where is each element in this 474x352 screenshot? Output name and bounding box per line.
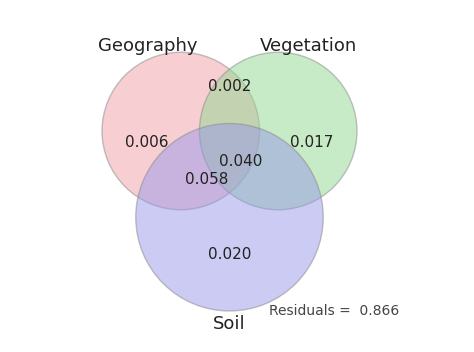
Circle shape xyxy=(200,52,357,210)
Text: 0.058: 0.058 xyxy=(185,172,228,187)
Text: Residuals =  0.866: Residuals = 0.866 xyxy=(269,304,400,318)
Circle shape xyxy=(136,124,323,311)
Text: Geography: Geography xyxy=(98,37,198,55)
Text: 0.002: 0.002 xyxy=(208,78,251,94)
Text: 0.017: 0.017 xyxy=(290,135,334,150)
Circle shape xyxy=(102,52,259,210)
Text: 0.020: 0.020 xyxy=(208,247,251,262)
Text: Soil: Soil xyxy=(213,315,246,333)
Text: 0.006: 0.006 xyxy=(125,135,169,150)
Text: Vegetation: Vegetation xyxy=(259,37,357,55)
Text: 0.040: 0.040 xyxy=(219,153,263,169)
